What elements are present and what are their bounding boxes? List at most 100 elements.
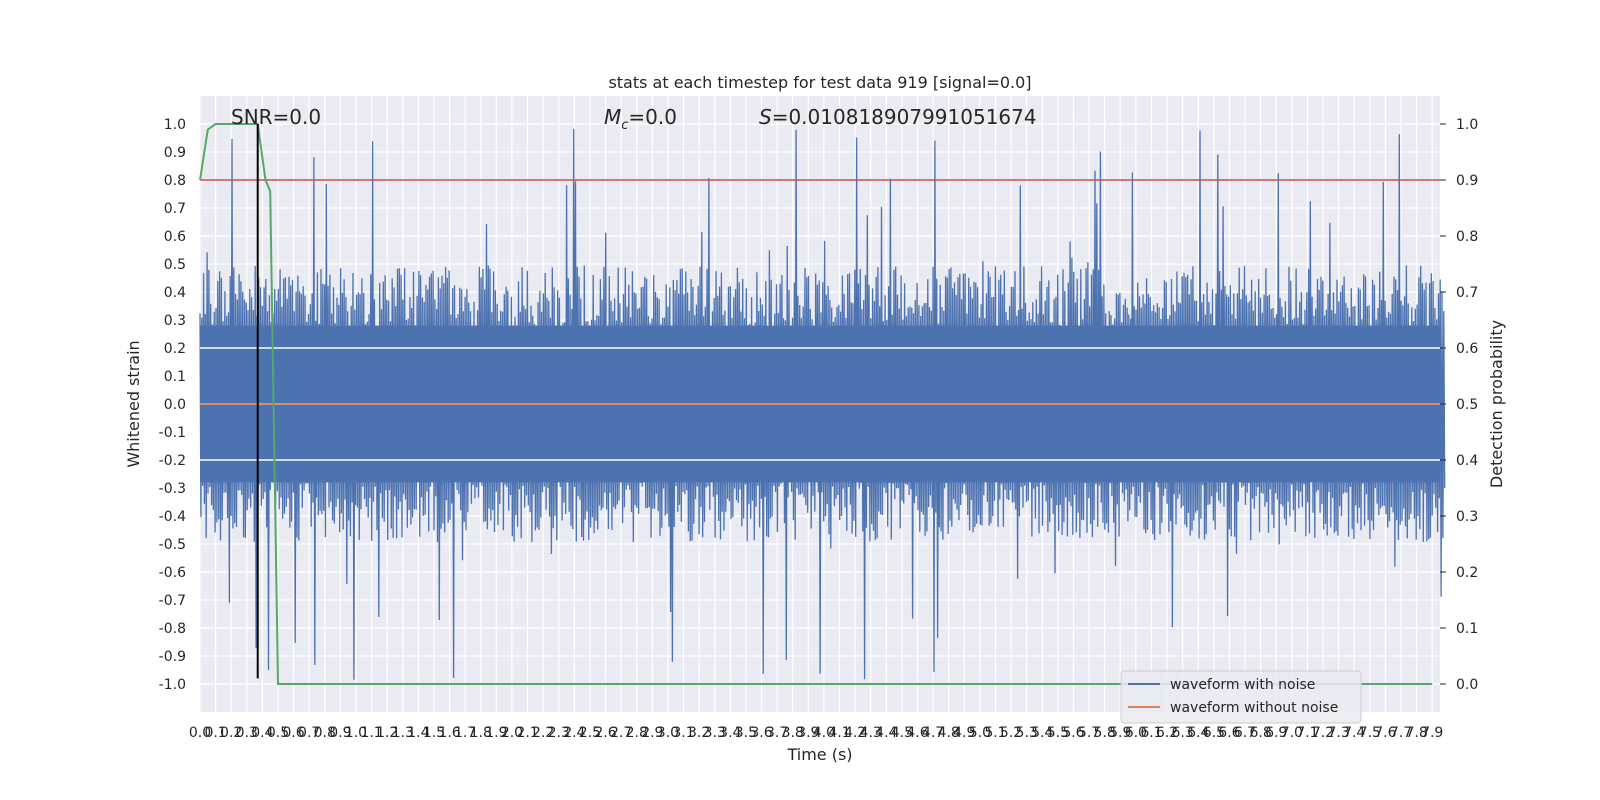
y-tick-label: -0.5	[159, 537, 186, 553]
s-value: =0.010818907991051674	[772, 105, 1037, 129]
x-tick-label: 1.0	[345, 725, 367, 741]
x-tick-label: 1.6	[438, 725, 460, 741]
legend-label-clean: waveform without noise	[1170, 700, 1338, 716]
x-tick-label: 5.1	[984, 725, 1006, 741]
y-tick-label: 0.1	[164, 369, 186, 385]
x-tick-label: 1.2	[376, 725, 398, 741]
x-tick-label: 0.9	[329, 725, 351, 741]
mc-subscript: c	[621, 118, 628, 133]
y2-tick-label: 0.2	[1456, 565, 1478, 581]
y-tick-label: 0.2	[164, 341, 186, 357]
x-tick-label: 0.8	[314, 725, 336, 741]
x-tick-label: 3.1	[672, 725, 694, 741]
x-tick-label: 2.4	[563, 725, 585, 741]
x-tick-label: 7.7	[1390, 725, 1412, 741]
x-tick-label: 6.9	[1265, 725, 1287, 741]
x-tick-label: 0.0	[189, 725, 211, 741]
x-tick-label: 3.7	[766, 725, 788, 741]
y2-tick-label: 1.0	[1456, 117, 1478, 133]
x-tick-label: 6.3	[1172, 725, 1194, 741]
x-tick-label: 4.2	[844, 725, 866, 741]
x-tick-label: 4.3	[860, 725, 882, 741]
x-tick-label: 6.4	[1187, 725, 1209, 741]
mc-annotation: Mc=0.0	[604, 105, 677, 133]
snr-annotation: SNR=0.0	[231, 105, 321, 129]
y2-tick-label: 0.3	[1456, 509, 1478, 525]
x-tick-label: 1.4	[407, 725, 429, 741]
x-tick-label: 3.3	[704, 725, 726, 741]
legend-label-noise: waveform with noise	[1170, 677, 1315, 693]
x-tick-label: 6.8	[1249, 725, 1271, 741]
x-tick-label: 2.2	[532, 725, 554, 741]
x-tick-label: 1.9	[485, 725, 507, 741]
series-lines	[199, 123, 1440, 685]
x-tick-label: 4.6	[906, 725, 928, 741]
y-tick-label: -0.7	[159, 593, 186, 609]
x-tick-label: 2.7	[610, 725, 632, 741]
ticks: -1.0 -0.9 -0.8 -0.7 -0.6 -0.5 -0.4 -0.3 -0.2 -0.1…	[159, 117, 1479, 741]
y2-tick-label: 0.8	[1456, 229, 1478, 245]
x-tick-label: 5.9	[1109, 725, 1131, 741]
x-tick-label: 7.4	[1343, 725, 1365, 741]
x-tick-label: 1.5	[423, 725, 445, 741]
y2-tick-label: 0.7	[1456, 285, 1478, 301]
x-tick-label: 3.0	[657, 725, 679, 741]
x-tick-label: 5.3	[1016, 725, 1038, 741]
y-tick-label: -0.6	[159, 565, 186, 581]
x-tick-label: 6.2	[1156, 725, 1178, 741]
x-tick-label: 3.5	[735, 725, 757, 741]
x-tick-label: 7.8	[1405, 725, 1427, 741]
x-tick-label: 0.2	[220, 725, 242, 741]
y-tick-label: 0.8	[164, 173, 186, 189]
y-tick-label: 0.4	[164, 285, 186, 301]
x-tick-label: 0.7	[298, 725, 320, 741]
y-tick-label: 0.3	[164, 313, 186, 329]
x-tick-label: 3.9	[797, 725, 819, 741]
y-tick-label: -0.3	[159, 481, 186, 497]
chart-title: stats at each timestep for test data 919…	[608, 73, 1031, 92]
x-tick-label: 5.5	[1047, 725, 1069, 741]
x-tick-label: 5.0	[969, 725, 991, 741]
mc-value: =0.0	[628, 105, 677, 129]
x-tick-label: 7.0	[1281, 725, 1303, 741]
x-tick-label: 3.4	[719, 725, 741, 741]
x-tick-label: 4.7	[922, 725, 944, 741]
y-tick-label: -0.2	[159, 453, 186, 469]
x-tick-label: 0.4	[251, 725, 273, 741]
y-axis-label: Whitened strain	[124, 340, 143, 467]
y2-tick-label: 0.4	[1456, 453, 1478, 469]
x-tick-label: 3.6	[750, 725, 772, 741]
x-tick-label: 2.1	[516, 725, 538, 741]
x-tick-label: 3.8	[782, 725, 804, 741]
x-tick-label: 4.1	[828, 725, 850, 741]
y-tick-label: 0.6	[164, 229, 186, 245]
x-tick-label: 2.3	[548, 725, 570, 741]
s-annotation: S=0.010818907991051674	[759, 105, 1037, 129]
x-tick-label: 0.5	[267, 725, 289, 741]
y-tick-label: 0.9	[164, 145, 186, 161]
y2-tick-label: 0.0	[1456, 677, 1478, 693]
y2-tick-label: 0.6	[1456, 341, 1478, 357]
x-tick-label: 7.3	[1327, 725, 1349, 741]
y-tick-label: 0.5	[164, 257, 186, 273]
x-tick-label: 6.0	[1125, 725, 1147, 741]
x-tick-label: 4.5	[891, 725, 913, 741]
x-tick-label: 1.8	[470, 725, 492, 741]
y2-tick-label: 0.5	[1456, 397, 1478, 413]
x-tick-label: 2.0	[501, 725, 523, 741]
x-tick-label: 5.4	[1031, 725, 1053, 741]
x-tick-label: 3.2	[688, 725, 710, 741]
x-tick-label: 5.6	[1062, 725, 1084, 741]
legend-box	[1120, 670, 1362, 724]
y-tick-label: 1.0	[164, 117, 186, 133]
y-tick-label: 0.0	[164, 397, 186, 413]
x-tick-label: 7.1	[1296, 725, 1318, 741]
x-tick-label: 5.8	[1094, 725, 1116, 741]
x-tick-label: 5.7	[1078, 725, 1100, 741]
x-tick-label: 2.6	[594, 725, 616, 741]
x-tick-label: 1.7	[454, 725, 476, 741]
y-tick-label: -0.4	[159, 509, 186, 525]
x-tick-label: 2.5	[579, 725, 601, 741]
x-tick-label: 7.6	[1374, 725, 1396, 741]
